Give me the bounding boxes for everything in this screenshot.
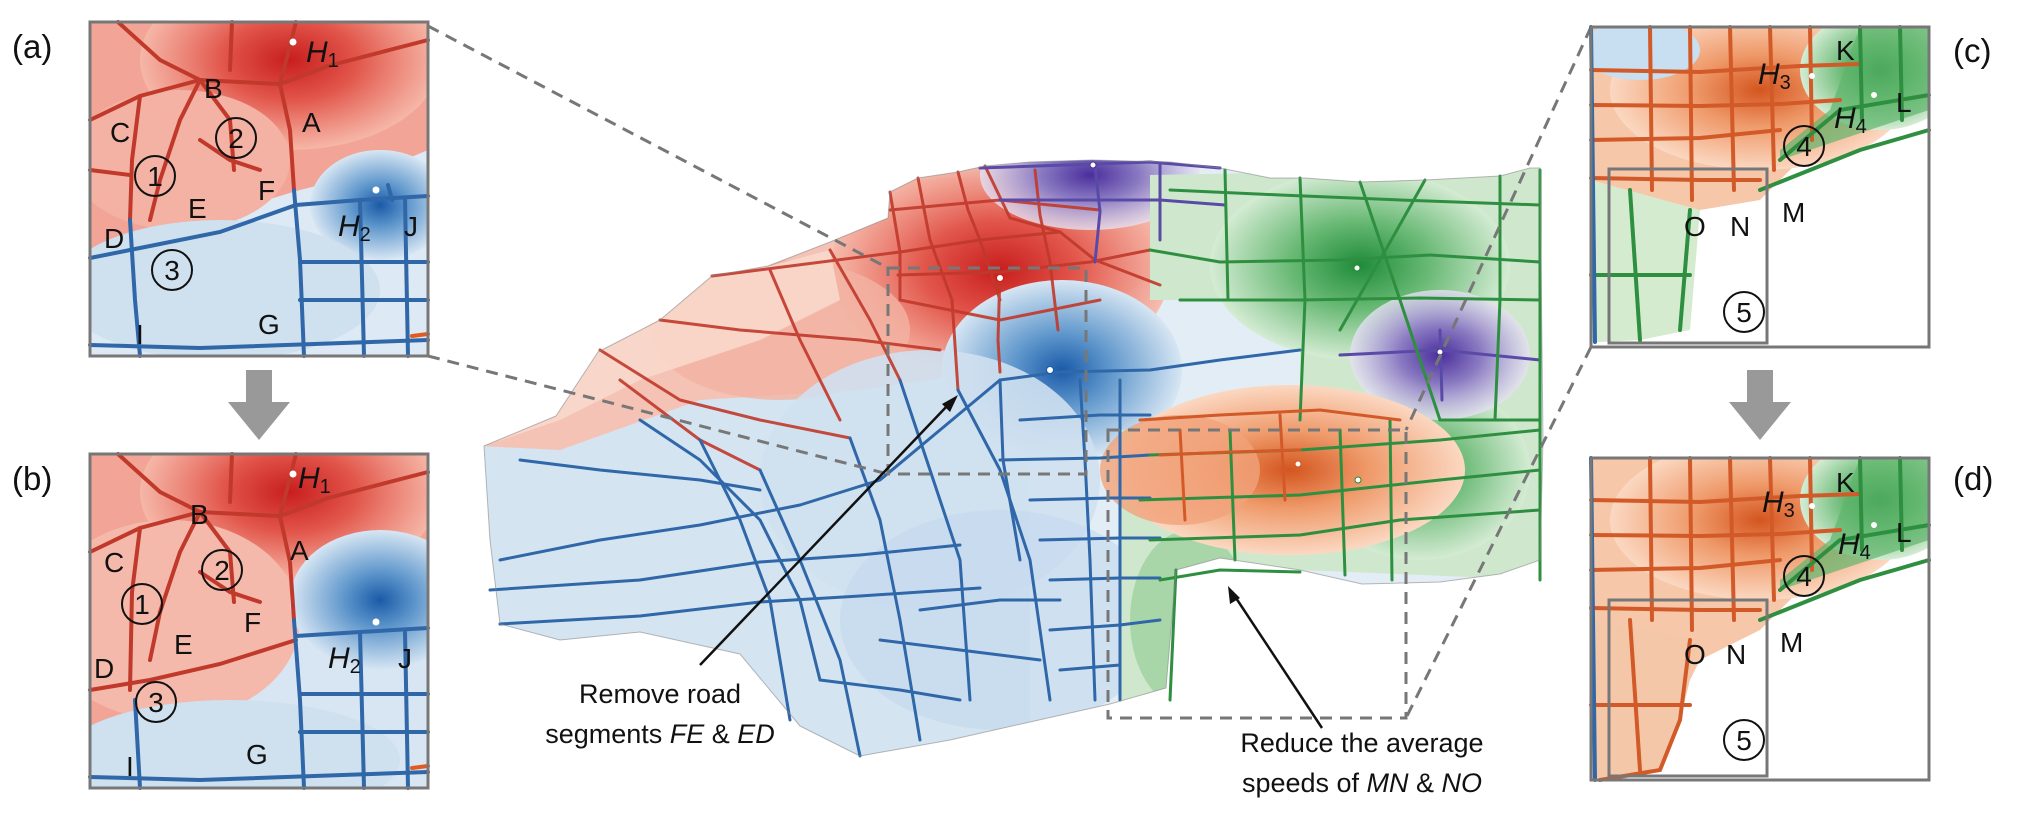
hub-label-h3: H3 xyxy=(1758,58,1791,94)
panel-c: (c) H3 H4 K L M N O 4 5 xyxy=(1589,25,1991,349)
node-label-n: N xyxy=(1726,639,1746,670)
region-marker-2: 2 xyxy=(215,117,257,159)
hub-label-h3: H3 xyxy=(1762,486,1795,522)
svg-text:1: 1 xyxy=(147,161,163,192)
node-label-e: E xyxy=(188,193,207,224)
node-label-j: J xyxy=(404,211,418,242)
svg-text:2: 2 xyxy=(228,123,244,154)
node-label-i: I xyxy=(126,751,134,782)
svg-text:5: 5 xyxy=(1736,297,1752,328)
panel-d: (d) H3 H4 K L M N O 4 5 xyxy=(1589,456,1993,782)
node-label-k: K xyxy=(1836,467,1855,498)
annotation-right-line1: Reduce the average xyxy=(1240,728,1483,758)
node-label-m: M xyxy=(1780,627,1803,658)
node-label-d: D xyxy=(104,223,124,254)
hub-label-h4: H4 xyxy=(1838,528,1871,564)
region-5-box xyxy=(1607,167,1769,345)
node-label-m: M xyxy=(1782,197,1805,228)
main-city-map xyxy=(483,159,1544,758)
node-label-a: A xyxy=(290,535,309,566)
region-marker-4: 4 xyxy=(1783,125,1825,167)
region-marker-2: 2 xyxy=(201,549,243,591)
node-label-d: D xyxy=(94,653,114,684)
panel-a-tag: (a) xyxy=(12,28,52,65)
hub-label-h4: H4 xyxy=(1834,102,1867,138)
transition-arrow-ab xyxy=(228,370,290,440)
hub-marker xyxy=(1354,476,1362,484)
road-network xyxy=(483,159,1544,758)
annotation-arrows xyxy=(699,395,1324,729)
hub-markers xyxy=(996,161,1444,484)
panel-b-frame xyxy=(88,452,430,790)
node-label-c: C xyxy=(104,547,124,578)
region-marker-3: 3 xyxy=(151,249,193,291)
node-label-c: C xyxy=(110,117,130,148)
region-marker-1: 1 xyxy=(134,155,176,197)
hub-marker xyxy=(289,470,297,478)
region-marker-5: 5 xyxy=(1723,291,1765,333)
hub-marker xyxy=(1809,73,1815,79)
panel-a: (a) H1 H2 A B C D E F G I J 1 2 3 xyxy=(12,20,430,358)
node-label-l: L xyxy=(1896,87,1912,118)
panel-d-frame xyxy=(1589,456,1931,782)
hub-marker xyxy=(1089,161,1097,169)
hub-marker xyxy=(1294,460,1302,468)
hub-marker xyxy=(1046,366,1054,374)
panel-c-frame xyxy=(1589,25,1931,349)
transition-arrow-cd xyxy=(1729,370,1791,440)
hub-label-h2: H2 xyxy=(328,642,361,678)
node-label-e: E xyxy=(174,629,193,660)
zoom-box-right xyxy=(1106,428,1408,720)
svg-text:4: 4 xyxy=(1796,131,1812,162)
svg-text:4: 4 xyxy=(1796,561,1812,592)
svg-text:5: 5 xyxy=(1736,725,1752,756)
zoom-box-left xyxy=(886,266,1088,476)
svg-text:3: 3 xyxy=(148,687,164,718)
node-label-o: O xyxy=(1684,639,1706,670)
node-label-o: O xyxy=(1684,211,1706,242)
node-label-j: J xyxy=(398,643,412,674)
region-marker-3: 3 xyxy=(135,681,177,723)
region-marker-4: 4 xyxy=(1783,555,1825,597)
node-label-b: B xyxy=(190,499,209,530)
panel-c-tag: (c) xyxy=(1953,32,1991,69)
panel-a-frame xyxy=(88,20,430,358)
hub-marker xyxy=(372,186,380,194)
node-label-n: N xyxy=(1730,211,1750,242)
node-label-l: L xyxy=(1896,517,1912,548)
hub-marker xyxy=(1871,522,1877,528)
hub-marker xyxy=(289,38,297,46)
hub-marker xyxy=(1871,92,1877,98)
panel-d-tag: (d) xyxy=(1953,460,1993,497)
node-label-k: K xyxy=(1836,35,1855,66)
node-label-f: F xyxy=(258,175,275,206)
region-5-box xyxy=(1607,598,1769,778)
hub-label-h2: H2 xyxy=(338,210,371,246)
region-marker-1: 1 xyxy=(121,583,163,625)
panel-b: (b) H1 H2 A B C D E F G I J 1 2 3 xyxy=(12,452,430,790)
node-label-g: G xyxy=(246,739,268,770)
node-label-f: F xyxy=(244,607,261,638)
hub-marker xyxy=(372,618,380,626)
node-label-g: G xyxy=(258,309,280,340)
hub-marker xyxy=(1353,264,1361,272)
hub-label-h1: H1 xyxy=(298,462,331,498)
hub-label-h1: H1 xyxy=(306,36,339,72)
hub-marker xyxy=(996,274,1004,282)
annotation-right-line2: speeds of MN & NO xyxy=(1242,768,1482,798)
svg-text:1: 1 xyxy=(134,589,150,620)
zoom-leader-lines xyxy=(427,24,1593,719)
svg-text:2: 2 xyxy=(214,555,230,586)
node-label-a: A xyxy=(302,107,321,138)
node-label-i: I xyxy=(136,319,144,350)
hub-marker xyxy=(1809,503,1815,509)
annotation-left-line1: Remove road xyxy=(579,679,741,709)
panel-b-tag: (b) xyxy=(12,460,52,497)
region-marker-5: 5 xyxy=(1723,719,1765,761)
node-label-b: B xyxy=(204,73,223,104)
annotation-left-line2: segments FE & ED xyxy=(545,719,775,749)
svg-text:3: 3 xyxy=(164,255,180,286)
